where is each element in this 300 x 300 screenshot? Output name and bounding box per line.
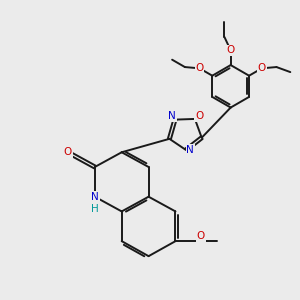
Text: O: O — [64, 147, 72, 157]
Text: N: N — [91, 192, 99, 202]
Text: O: O — [195, 63, 204, 73]
Text: O: O — [226, 45, 235, 56]
Text: O: O — [258, 63, 266, 73]
Text: N: N — [186, 145, 194, 155]
Text: O: O — [195, 111, 203, 121]
Text: H: H — [91, 204, 99, 214]
Text: O: O — [197, 231, 205, 241]
Text: N: N — [168, 111, 176, 121]
